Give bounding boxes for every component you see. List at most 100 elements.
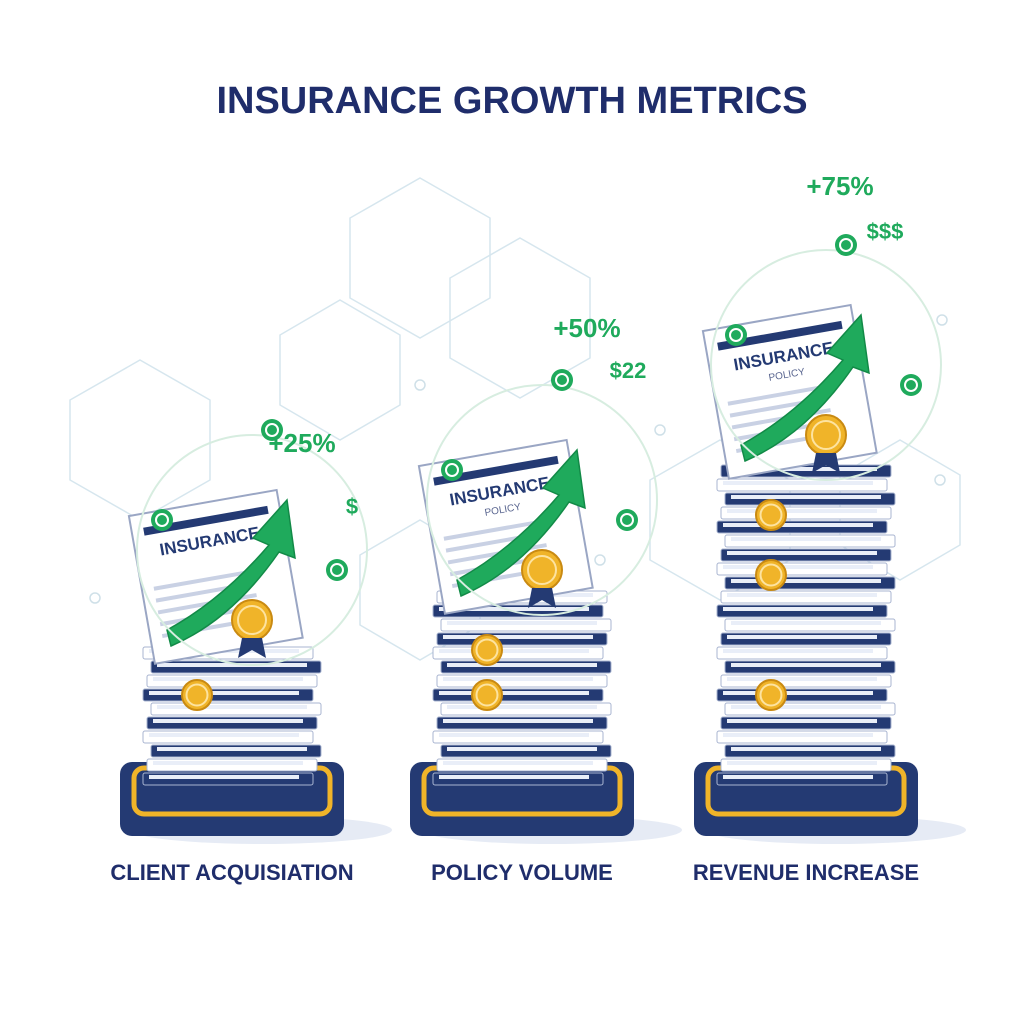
stack-paper-edge — [447, 621, 597, 625]
stack-paper-edge — [723, 607, 873, 611]
ribbon — [238, 638, 266, 658]
money-label: $$$ — [867, 219, 904, 244]
dollar-badge — [326, 559, 348, 581]
panel-label: REVENUE INCREASE — [693, 860, 919, 885]
dollar-badge — [725, 324, 747, 346]
document-bar — [717, 320, 843, 351]
growth-arrow — [740, 313, 870, 463]
stack-paper-edge — [439, 649, 589, 653]
dollar-badge — [900, 374, 922, 396]
stack-paper-edge — [439, 607, 589, 611]
coin-rim — [237, 605, 267, 635]
stack-paper-edge — [157, 705, 307, 709]
stack-paper-edge — [723, 481, 873, 485]
stack-paper-edge — [727, 761, 877, 765]
stack-paper-edge — [149, 733, 299, 737]
stack-paper-edge — [153, 719, 303, 723]
stack-paper-edge — [157, 747, 307, 751]
stack-paper-edge — [723, 691, 873, 695]
dollar-badge-inner — [729, 328, 743, 342]
stack-paper-edge — [731, 537, 881, 541]
stack-paper-edge — [443, 719, 593, 723]
dollar-badge-inner — [155, 513, 169, 527]
stack-paper-edge — [731, 705, 881, 709]
coin-rim — [185, 683, 209, 707]
money-label: $22 — [610, 358, 647, 383]
stack-paper-edge — [443, 761, 593, 765]
stack-paper-edge — [157, 663, 307, 667]
dollar-badge — [151, 509, 173, 531]
stack-paper-edge — [727, 509, 877, 513]
stack-paper-edge — [727, 677, 877, 681]
stack-paper-edge — [447, 747, 597, 751]
panel-label: POLICY VOLUME — [431, 860, 613, 885]
document-line — [443, 519, 543, 541]
document-line — [727, 384, 827, 406]
background-hexagons — [69, 177, 961, 661]
stack-paper-edge — [443, 635, 593, 639]
document-line — [729, 400, 805, 418]
stack-paper-edge — [727, 635, 877, 639]
coin-rim — [475, 683, 499, 707]
stack-paper-edge — [727, 593, 877, 597]
stack-paper-edge — [723, 565, 873, 569]
coin-rim — [527, 555, 557, 585]
dollar-badge — [441, 459, 463, 481]
growth-label: +75% — [806, 171, 873, 201]
growth-label: +25% — [268, 428, 335, 458]
panel-label: CLIENT ACQUISIATION — [110, 860, 353, 885]
orbit — [710, 249, 942, 481]
stack-paper-edge — [447, 663, 597, 667]
growth-arrow — [456, 448, 586, 598]
stack-paper-edge — [731, 579, 881, 583]
stack-paper-edge — [439, 775, 589, 779]
dollar-badge-inner — [555, 373, 569, 387]
orbit — [136, 434, 368, 666]
stack-paper-edge — [727, 551, 877, 555]
coin-rim — [759, 563, 783, 587]
ribbon — [528, 588, 556, 608]
growth-label: +50% — [553, 313, 620, 343]
stack-paper-edge — [731, 495, 881, 499]
growth-arrow — [166, 498, 296, 648]
panel: INSURANCE+25%$CLIENT ACQUISIATION — [110, 419, 392, 885]
ribbon — [812, 453, 840, 473]
stack-paper-edge — [731, 747, 881, 751]
dollar-badge — [835, 234, 857, 256]
stack-paper-edge — [723, 649, 873, 653]
dollar-badge-inner — [839, 238, 853, 252]
dollar-badge-inner — [265, 423, 279, 437]
title: INSURANCE GROWTH METRICS — [216, 80, 807, 122]
dollar-badge — [261, 419, 283, 441]
document-line — [445, 535, 521, 553]
coin-rim — [811, 420, 841, 450]
dollar-badge-inner — [620, 513, 634, 527]
dollar-badge — [551, 369, 573, 391]
stack-paper-edge — [443, 677, 593, 681]
stack-paper-edge — [149, 691, 299, 695]
document-bar — [143, 505, 269, 536]
dollar-badge-inner — [330, 563, 344, 577]
stack-paper-edge — [723, 523, 873, 527]
stack-paper-edge — [723, 775, 873, 779]
stack-paper-edge — [153, 677, 303, 681]
money-label: $ — [346, 494, 358, 519]
stack-paper-edge — [723, 733, 873, 737]
document-bar — [433, 455, 559, 486]
stack-paper-edge — [731, 663, 881, 667]
document-line — [155, 585, 231, 603]
stack-paper-edge — [153, 761, 303, 765]
document-line — [153, 569, 253, 591]
stack-paper-edge — [439, 733, 589, 737]
stack-paper-edge — [447, 705, 597, 709]
stack-paper-edge — [727, 467, 877, 471]
orbit — [426, 384, 658, 616]
stack-paper-edge — [727, 719, 877, 723]
stack-paper-edge — [439, 691, 589, 695]
dollar-badge — [616, 509, 638, 531]
dollar-badge-inner — [904, 378, 918, 392]
coin-rim — [475, 638, 499, 662]
